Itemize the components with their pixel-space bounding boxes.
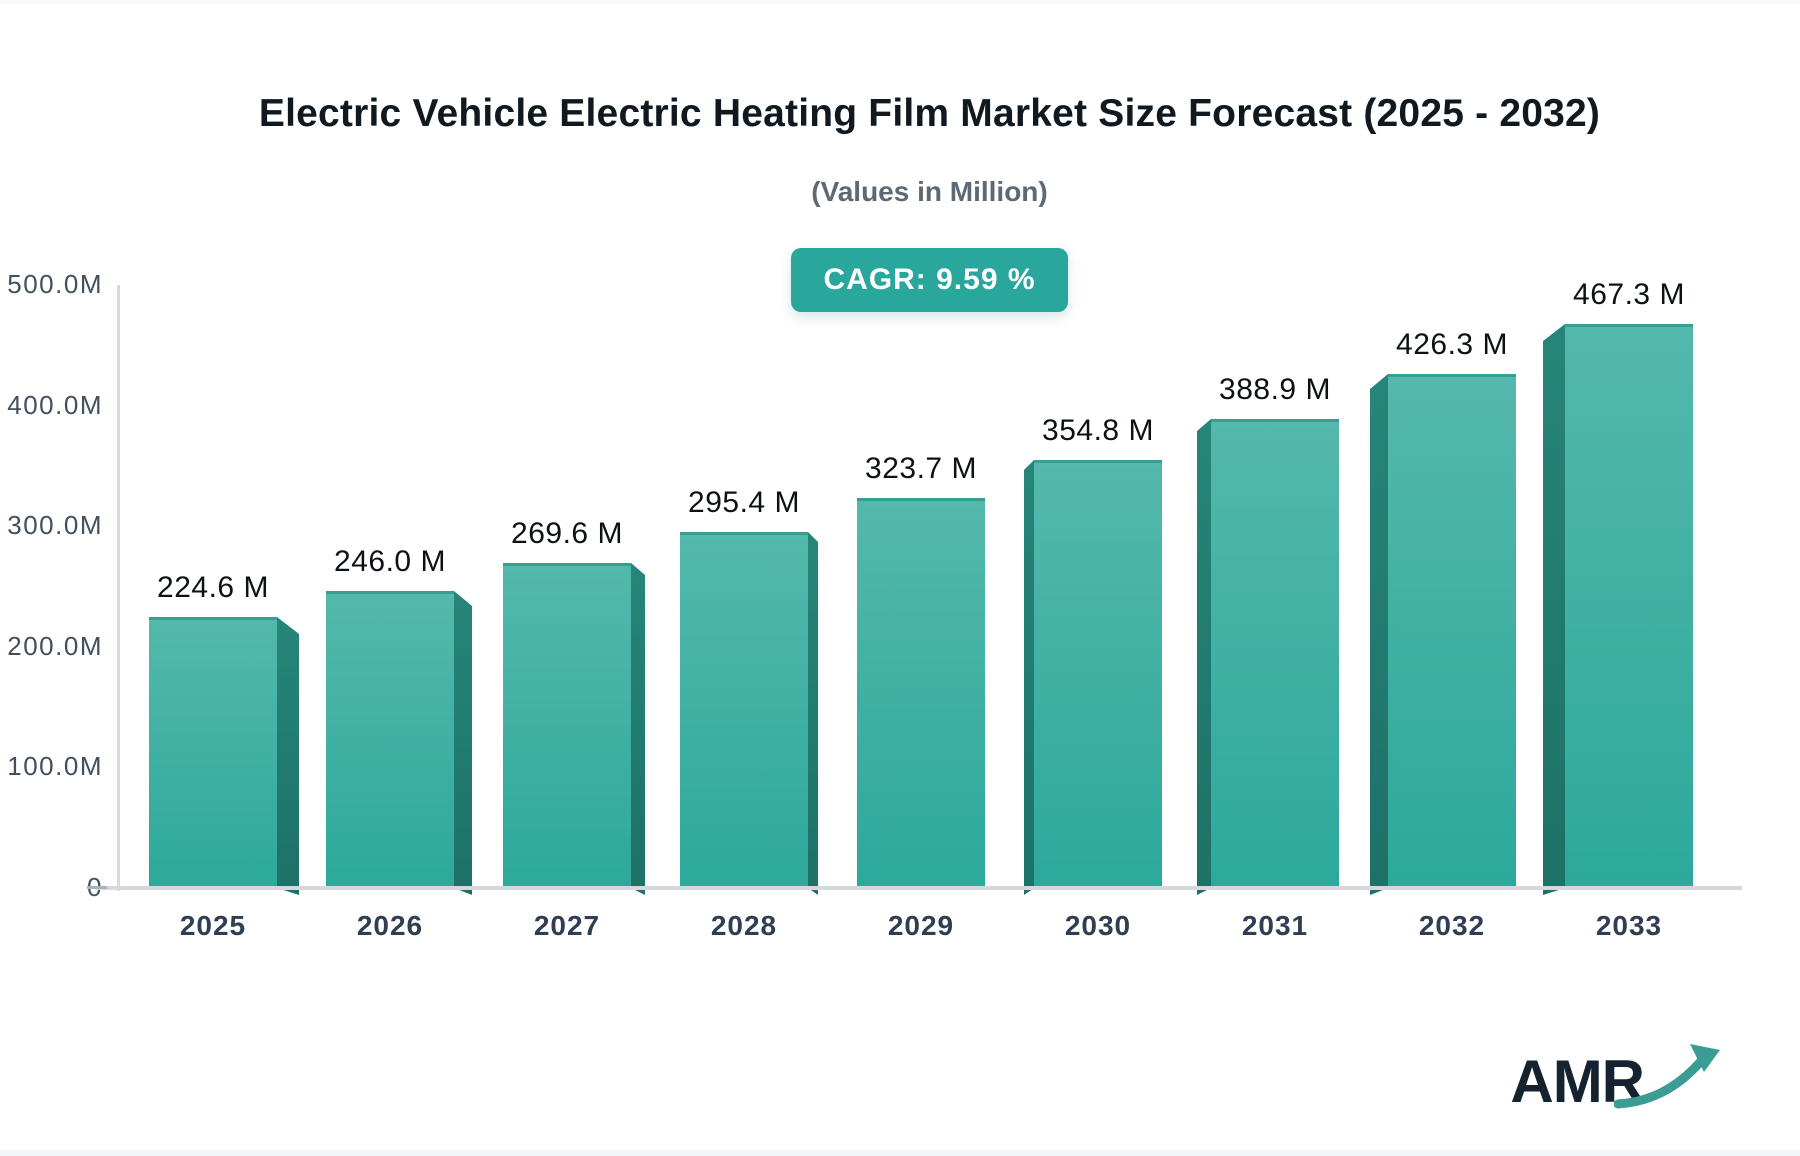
bar-value-label: 323.7 M: [865, 452, 977, 485]
x-axis-label: 2028: [710, 910, 778, 941]
x-axis-label: 2025: [179, 910, 247, 941]
bar-value-label: 426.3 M: [1396, 328, 1508, 361]
bar-2027: [503, 563, 631, 888]
bottom-edge-strip: [0, 1150, 1800, 1156]
bar-2026: [326, 591, 454, 888]
cagr-badge: CAGR: 9.59 %: [791, 248, 1068, 312]
bar-2025: [149, 617, 277, 888]
bar-value-label: 224.6 M: [157, 571, 269, 604]
x-axis-label: 2029: [887, 910, 955, 941]
bar-side-face-2027: [631, 563, 645, 895]
y-axis-label: 500.0M: [7, 269, 103, 299]
bar-2028: [680, 532, 808, 888]
bar-2032: [1388, 374, 1516, 888]
bar-2029: [857, 498, 985, 888]
bar-value-label: 467.3 M: [1573, 278, 1685, 311]
x-axis-label: 2032: [1418, 910, 1486, 941]
x-axis-label: 2030: [1064, 910, 1132, 941]
bar-side-face-2033: [1543, 324, 1565, 895]
bar-value-label: 295.4 M: [688, 486, 800, 519]
cagr-badge-wrap: CAGR: 9.59 %: [117, 248, 1742, 312]
chart-title: Electric Vehicle Electric Heating Film M…: [258, 92, 1601, 135]
bar-value-label: 246.0 M: [334, 545, 446, 578]
bar-side-face-2025: [277, 617, 299, 895]
x-axis-label: 2033: [1595, 910, 1663, 941]
x-axis-label: 2031: [1241, 910, 1309, 941]
zero-tick-mark: [87, 886, 107, 889]
x-axis-line: [95, 886, 1742, 890]
growth-arrow-icon: [1614, 1044, 1720, 1109]
bar-side-face-2026: [454, 591, 472, 895]
bar-value-label: 354.8 M: [1042, 414, 1154, 447]
bar-2031: [1211, 419, 1339, 888]
y-axis-label: 400.0M: [7, 389, 103, 420]
top-edge-strip: [0, 0, 1800, 4]
bar-2033: [1565, 324, 1693, 888]
chart-subtitle: (Values in Million): [811, 176, 1048, 207]
bar-2030: [1034, 460, 1162, 888]
bar-side-face-2028: [808, 532, 818, 895]
y-axis-label: 300.0M: [7, 510, 103, 541]
x-axis-label: 2026: [356, 910, 424, 941]
bar-value-label: 269.6 M: [511, 517, 623, 550]
x-axis-label: 2027: [533, 910, 601, 941]
bar-side-face-2030: [1024, 460, 1034, 895]
amr-logo: AMR: [1510, 1034, 1726, 1112]
bar-side-face-2032: [1370, 374, 1388, 895]
y-axis-label: 100.0M: [7, 751, 103, 782]
bar-value-label: 388.9 M: [1219, 373, 1331, 406]
bar-side-face-2031: [1197, 419, 1211, 895]
y-axis-line: [117, 285, 120, 891]
y-axis-label: 200.0M: [7, 630, 103, 661]
